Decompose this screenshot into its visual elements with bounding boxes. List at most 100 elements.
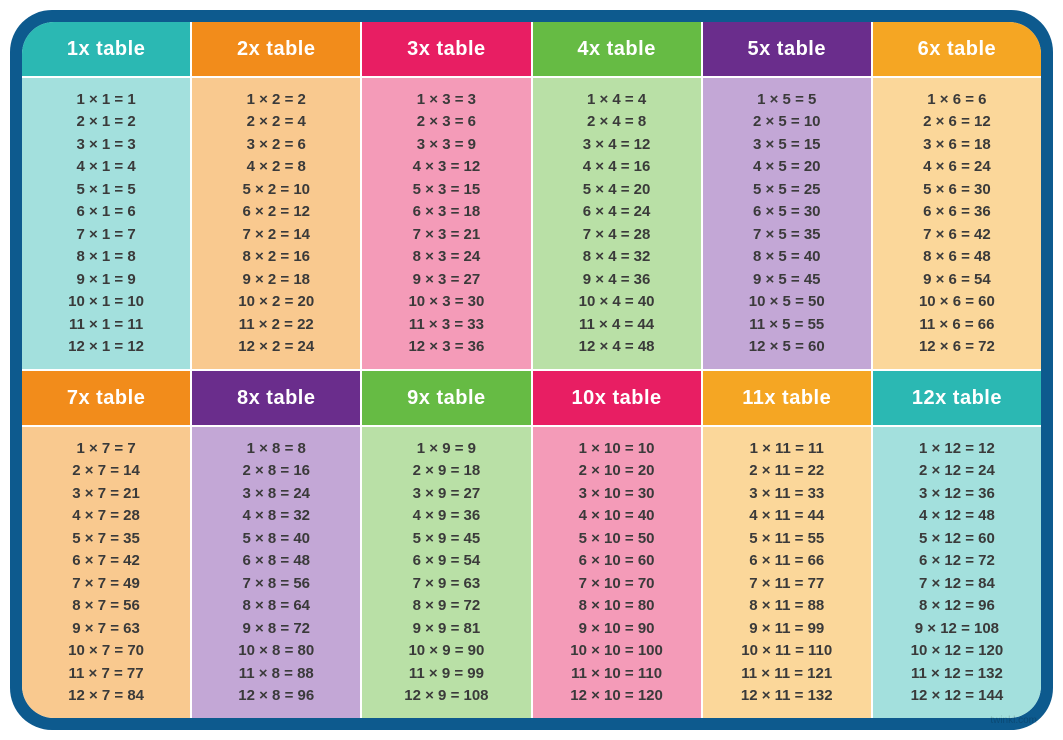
table-row: 2 × 8 = 16: [242, 460, 310, 483]
table-header-4: 4x table: [533, 22, 701, 78]
table-row: 1 × 12 = 12: [919, 438, 995, 461]
table-header-2: 2x table: [192, 22, 360, 78]
times-table-2: 2x table1 × 2 = 22 × 2 = 43 × 2 = 64 × 2…: [192, 22, 360, 369]
table-row: 2 × 11 = 22: [749, 460, 824, 483]
table-row: 5 × 4 = 20: [583, 179, 651, 202]
table-row: 1 × 1 = 1: [76, 89, 135, 112]
table-row: 3 × 2 = 6: [247, 134, 306, 157]
table-row: 7 × 4 = 28: [583, 224, 651, 247]
table-row: 4 × 6 = 24: [923, 156, 991, 179]
times-table-10: 10x table1 × 10 = 102 × 10 = 203 × 10 = …: [533, 371, 701, 718]
table-body-9: 1 × 9 = 92 × 9 = 183 × 9 = 274 × 9 = 365…: [362, 427, 530, 718]
table-row: 9 × 2 = 18: [242, 269, 310, 292]
table-row: 2 × 6 = 12: [923, 111, 991, 134]
table-row: 12 × 8 = 96: [238, 685, 314, 708]
table-row: 3 × 1 = 3: [76, 134, 135, 157]
table-row: 7 × 8 = 56: [242, 573, 310, 596]
table-row: 7 × 3 = 21: [413, 224, 481, 247]
table-header-12: 12x table: [873, 371, 1041, 427]
table-row: 1 × 5 = 5: [757, 89, 816, 112]
table-row: 7 × 10 = 70: [579, 573, 655, 596]
table-row: 8 × 9 = 72: [413, 595, 481, 618]
table-row: 3 × 12 = 36: [919, 483, 995, 506]
table-row: 1 × 10 = 10: [579, 438, 655, 461]
table-row: 2 × 12 = 24: [919, 460, 995, 483]
table-row: 6 × 11 = 66: [749, 550, 824, 573]
table-row: 6 × 5 = 30: [753, 201, 821, 224]
table-body-3: 1 × 3 = 32 × 3 = 63 × 3 = 94 × 3 = 125 ×…: [362, 78, 530, 369]
table-row: 4 × 3 = 12: [413, 156, 481, 179]
table-row: 2 × 2 = 4: [247, 111, 306, 134]
table-body-7: 1 × 7 = 72 × 7 = 143 × 7 = 214 × 7 = 285…: [22, 427, 190, 718]
table-row: 9 × 6 = 54: [923, 269, 991, 292]
table-row: 3 × 9 = 27: [413, 483, 481, 506]
table-row: 4 × 10 = 40: [579, 505, 655, 528]
table-row: 9 × 9 = 81: [413, 618, 481, 641]
table-row: 9 × 10 = 90: [579, 618, 655, 641]
table-header-5: 5x table: [703, 22, 871, 78]
table-row: 4 × 1 = 4: [76, 156, 135, 179]
table-row: 11 × 9 = 99: [409, 663, 484, 686]
table-row: 10 × 1 = 10: [68, 291, 144, 314]
table-row: 5 × 3 = 15: [413, 179, 481, 202]
times-table-3: 3x table1 × 3 = 32 × 3 = 63 × 3 = 94 × 3…: [362, 22, 530, 369]
table-row: 5 × 12 = 60: [919, 528, 995, 551]
table-header-7: 7x table: [22, 371, 190, 427]
table-row: 6 × 6 = 36: [923, 201, 991, 224]
watermark: twinkl.com: [990, 715, 1037, 726]
table-row: 3 × 11 = 33: [749, 483, 824, 506]
table-row: 3 × 4 = 12: [583, 134, 651, 157]
table-row: 10 × 7 = 70: [68, 640, 144, 663]
table-row: 2 × 9 = 18: [413, 460, 481, 483]
table-row: 8 × 3 = 24: [413, 246, 481, 269]
table-row: 12 × 4 = 48: [579, 336, 655, 359]
times-table-4: 4x table1 × 4 = 42 × 4 = 83 × 4 = 124 × …: [533, 22, 701, 369]
table-row: 2 × 5 = 10: [753, 111, 821, 134]
table-row: 1 × 6 = 6: [927, 89, 986, 112]
table-row: 4 × 2 = 8: [247, 156, 306, 179]
table-row: 5 × 2 = 10: [242, 179, 310, 202]
table-row: 10 × 6 = 60: [919, 291, 995, 314]
table-row: 5 × 6 = 30: [923, 179, 991, 202]
table-row: 8 × 12 = 96: [919, 595, 995, 618]
table-row: 3 × 8 = 24: [242, 483, 310, 506]
table-header-3: 3x table: [362, 22, 530, 78]
table-row: 12 × 1 = 12: [68, 336, 144, 359]
table-row: 2 × 7 = 14: [72, 460, 140, 483]
table-body-10: 1 × 10 = 102 × 10 = 203 × 10 = 304 × 10 …: [533, 427, 701, 718]
times-table-12: 12x table 1 × 12 = 122 × 12 = 243 × 12 = …: [873, 371, 1041, 718]
table-row: 11 × 10 = 110: [571, 663, 662, 686]
table-row: 9 × 5 = 45: [753, 269, 821, 292]
table-row: 11 × 12 = 132: [911, 663, 1003, 686]
table-row: 9 × 4 = 36: [583, 269, 651, 292]
table-row: 11 × 3 = 33: [409, 314, 484, 337]
table-row: 8 × 10 = 80: [579, 595, 655, 618]
table-row: 6 × 9 = 54: [413, 550, 481, 573]
table-row: 11 × 6 = 66: [919, 314, 994, 337]
table-row: 12 × 2 = 24: [238, 336, 314, 359]
table-row: 6 × 8 = 48: [242, 550, 310, 573]
table-row: 8 × 8 = 64: [242, 595, 310, 618]
table-header-6: 6x table: [873, 22, 1041, 78]
table-row: 9 × 3 = 27: [413, 269, 481, 292]
table-row: 6 × 10 = 60: [579, 550, 655, 573]
table-row: 10 × 5 = 50: [749, 291, 825, 314]
table-body-4: 1 × 4 = 42 × 4 = 83 × 4 = 124 × 4 = 165 …: [533, 78, 701, 369]
table-row: 3 × 6 = 18: [923, 134, 991, 157]
table-row: 4 × 5 = 20: [753, 156, 821, 179]
table-body-2: 1 × 2 = 22 × 2 = 43 × 2 = 64 × 2 = 85 × …: [192, 78, 360, 369]
table-row: 7 × 5 = 35: [753, 224, 821, 247]
table-row: 9 × 12 = 108: [915, 618, 999, 641]
table-row: 7 × 2 = 14: [242, 224, 310, 247]
table-row: 8 × 5 = 40: [753, 246, 821, 269]
table-row: 5 × 11 = 55: [749, 528, 824, 551]
table-row: 11 × 5 = 55: [749, 314, 824, 337]
table-row: 6 × 12 = 72: [919, 550, 995, 573]
times-table-8: 8x table1 × 8 = 82 × 8 = 163 × 8 = 244 ×…: [192, 371, 360, 718]
table-row: 2 × 10 = 20: [579, 460, 655, 483]
table-row: 9 × 1 = 9: [76, 269, 135, 292]
table-row: 10 × 4 = 40: [579, 291, 655, 314]
table-row: 12 × 11 = 132: [741, 685, 833, 708]
table-row: 4 × 11 = 44: [749, 505, 824, 528]
table-row: 6 × 3 = 18: [413, 201, 481, 224]
